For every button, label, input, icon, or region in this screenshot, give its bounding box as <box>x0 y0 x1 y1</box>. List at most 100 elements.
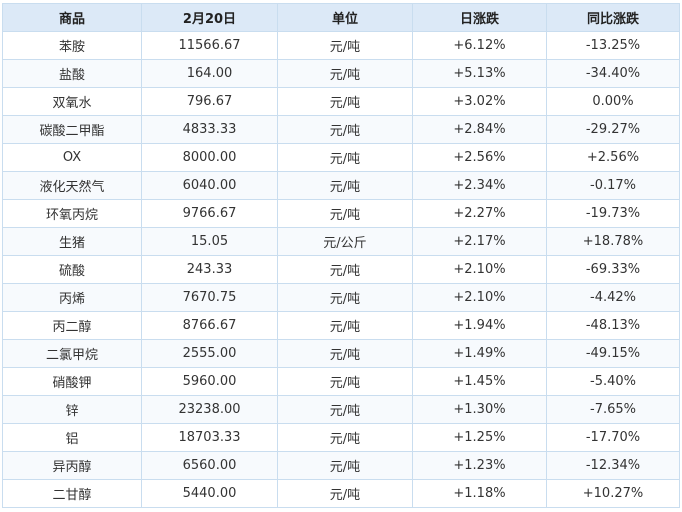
cell-yoy-change: -48.13% <box>546 311 680 340</box>
cell-daily-change: +3.02% <box>412 87 547 116</box>
cell-daily-change: +2.34% <box>412 171 547 200</box>
cell-daily-change: +1.45% <box>412 367 547 396</box>
cell-daily-change: +1.25% <box>412 423 547 452</box>
cell-unit: 元/吨 <box>277 339 413 368</box>
table-row: 苯胺 11566.67 元/吨 +6.12% -13.25% <box>2 31 680 60</box>
cell-unit: 元/吨 <box>277 31 413 60</box>
header-daily-change: 日涨跌 <box>412 3 547 32</box>
table-row: 二甘醇 5440.00 元/吨 +1.18% +10.27% <box>2 479 680 508</box>
cell-commodity: OX <box>2 143 142 172</box>
cell-yoy-change: -13.25% <box>546 31 680 60</box>
cell-unit: 元/吨 <box>277 87 413 116</box>
cell-price: 8766.67 <box>141 311 278 340</box>
cell-unit: 元/公斤 <box>277 227 413 256</box>
header-date-price: 2月20日 <box>141 3 278 32</box>
cell-commodity: 液化天然气 <box>2 171 142 200</box>
cell-price: 18703.33 <box>141 423 278 452</box>
table-header: 商品 2月20日 单位 日涨跌 同比涨跌 <box>2 3 680 32</box>
table-row: 丙二醇 8766.67 元/吨 +1.94% -48.13% <box>2 311 680 340</box>
cell-unit: 元/吨 <box>277 255 413 284</box>
cell-unit: 元/吨 <box>277 479 413 508</box>
cell-price: 11566.67 <box>141 31 278 60</box>
cell-commodity: 生猪 <box>2 227 142 256</box>
cell-price: 4833.33 <box>141 115 278 144</box>
cell-yoy-change: -5.40% <box>546 367 680 396</box>
cell-commodity: 硝酸钾 <box>2 367 142 396</box>
cell-price: 164.00 <box>141 59 278 88</box>
cell-unit: 元/吨 <box>277 283 413 312</box>
cell-commodity: 苯胺 <box>2 31 142 60</box>
header-row: 商品 2月20日 单位 日涨跌 同比涨跌 <box>2 3 680 32</box>
cell-unit: 元/吨 <box>277 115 413 144</box>
cell-commodity: 异丙醇 <box>2 451 142 480</box>
cell-price: 243.33 <box>141 255 278 284</box>
cell-price: 7670.75 <box>141 283 278 312</box>
table-row: 碳酸二甲酯 4833.33 元/吨 +2.84% -29.27% <box>2 115 680 144</box>
cell-commodity: 丙二醇 <box>2 311 142 340</box>
cell-daily-change: +5.13% <box>412 59 547 88</box>
header-unit: 单位 <box>277 3 413 32</box>
cell-commodity: 双氧水 <box>2 87 142 116</box>
cell-unit: 元/吨 <box>277 423 413 452</box>
cell-commodity: 二氯甲烷 <box>2 339 142 368</box>
cell-daily-change: +2.17% <box>412 227 547 256</box>
cell-unit: 元/吨 <box>277 199 413 228</box>
cell-unit: 元/吨 <box>277 311 413 340</box>
cell-daily-change: +1.23% <box>412 451 547 480</box>
cell-unit: 元/吨 <box>277 143 413 172</box>
cell-yoy-change: -49.15% <box>546 339 680 368</box>
cell-yoy-change: +2.56% <box>546 143 680 172</box>
cell-daily-change: +1.30% <box>412 395 547 424</box>
cell-price: 6040.00 <box>141 171 278 200</box>
cell-price: 23238.00 <box>141 395 278 424</box>
cell-yoy-change: +18.78% <box>546 227 680 256</box>
cell-commodity: 铝 <box>2 423 142 452</box>
cell-daily-change: +2.10% <box>412 255 547 284</box>
cell-price: 5960.00 <box>141 367 278 396</box>
cell-yoy-change: 0.00% <box>546 87 680 116</box>
cell-daily-change: +2.27% <box>412 199 547 228</box>
table-row: 铝 18703.33 元/吨 +1.25% -17.70% <box>2 423 680 452</box>
table-row: 环氧丙烷 9766.67 元/吨 +2.27% -19.73% <box>2 199 680 228</box>
cell-daily-change: +2.56% <box>412 143 547 172</box>
cell-unit: 元/吨 <box>277 59 413 88</box>
table-row: 液化天然气 6040.00 元/吨 +2.34% -0.17% <box>2 171 680 200</box>
table-row: 硫酸 243.33 元/吨 +2.10% -69.33% <box>2 255 680 284</box>
cell-unit: 元/吨 <box>277 451 413 480</box>
cell-commodity: 硫酸 <box>2 255 142 284</box>
table-row: 生猪 15.05 元/公斤 +2.17% +18.78% <box>2 227 680 256</box>
table-row: 硝酸钾 5960.00 元/吨 +1.45% -5.40% <box>2 367 680 396</box>
table-row: 丙烯 7670.75 元/吨 +2.10% -4.42% <box>2 283 680 312</box>
cell-yoy-change: -4.42% <box>546 283 680 312</box>
cell-daily-change: +2.10% <box>412 283 547 312</box>
cell-unit: 元/吨 <box>277 171 413 200</box>
cell-price: 5440.00 <box>141 479 278 508</box>
cell-unit: 元/吨 <box>277 367 413 396</box>
cell-daily-change: +1.18% <box>412 479 547 508</box>
cell-commodity: 碳酸二甲酯 <box>2 115 142 144</box>
table-row: 盐酸 164.00 元/吨 +5.13% -34.40% <box>2 59 680 88</box>
cell-daily-change: +1.49% <box>412 339 547 368</box>
cell-price: 2555.00 <box>141 339 278 368</box>
table-row: OX 8000.00 元/吨 +2.56% +2.56% <box>2 143 680 172</box>
cell-yoy-change: -34.40% <box>546 59 680 88</box>
table-row: 二氯甲烷 2555.00 元/吨 +1.49% -49.15% <box>2 339 680 368</box>
cell-daily-change: +1.94% <box>412 311 547 340</box>
cell-price: 9766.67 <box>141 199 278 228</box>
cell-yoy-change: -7.65% <box>546 395 680 424</box>
table-row: 双氧水 796.67 元/吨 +3.02% 0.00% <box>2 87 680 116</box>
cell-price: 6560.00 <box>141 451 278 480</box>
cell-yoy-change: -29.27% <box>546 115 680 144</box>
cell-price: 8000.00 <box>141 143 278 172</box>
header-yoy-change: 同比涨跌 <box>546 3 680 32</box>
table-row: 锌 23238.00 元/吨 +1.30% -7.65% <box>2 395 680 424</box>
header-commodity: 商品 <box>2 3 142 32</box>
cell-commodity: 盐酸 <box>2 59 142 88</box>
cell-yoy-change: -17.70% <box>546 423 680 452</box>
cell-yoy-change: -69.33% <box>546 255 680 284</box>
table-body: 苯胺 11566.67 元/吨 +6.12% -13.25% 盐酸 164.00 元/吨 +5.… <box>2 31 680 508</box>
cell-commodity: 锌 <box>2 395 142 424</box>
cell-daily-change: +6.12% <box>412 31 547 60</box>
price-change-table: 商品 2月20日 单位 日涨跌 同比涨跌 苯胺 11566.67 元/吨 +6.12%… <box>2 3 680 508</box>
cell-unit: 元/吨 <box>277 395 413 424</box>
